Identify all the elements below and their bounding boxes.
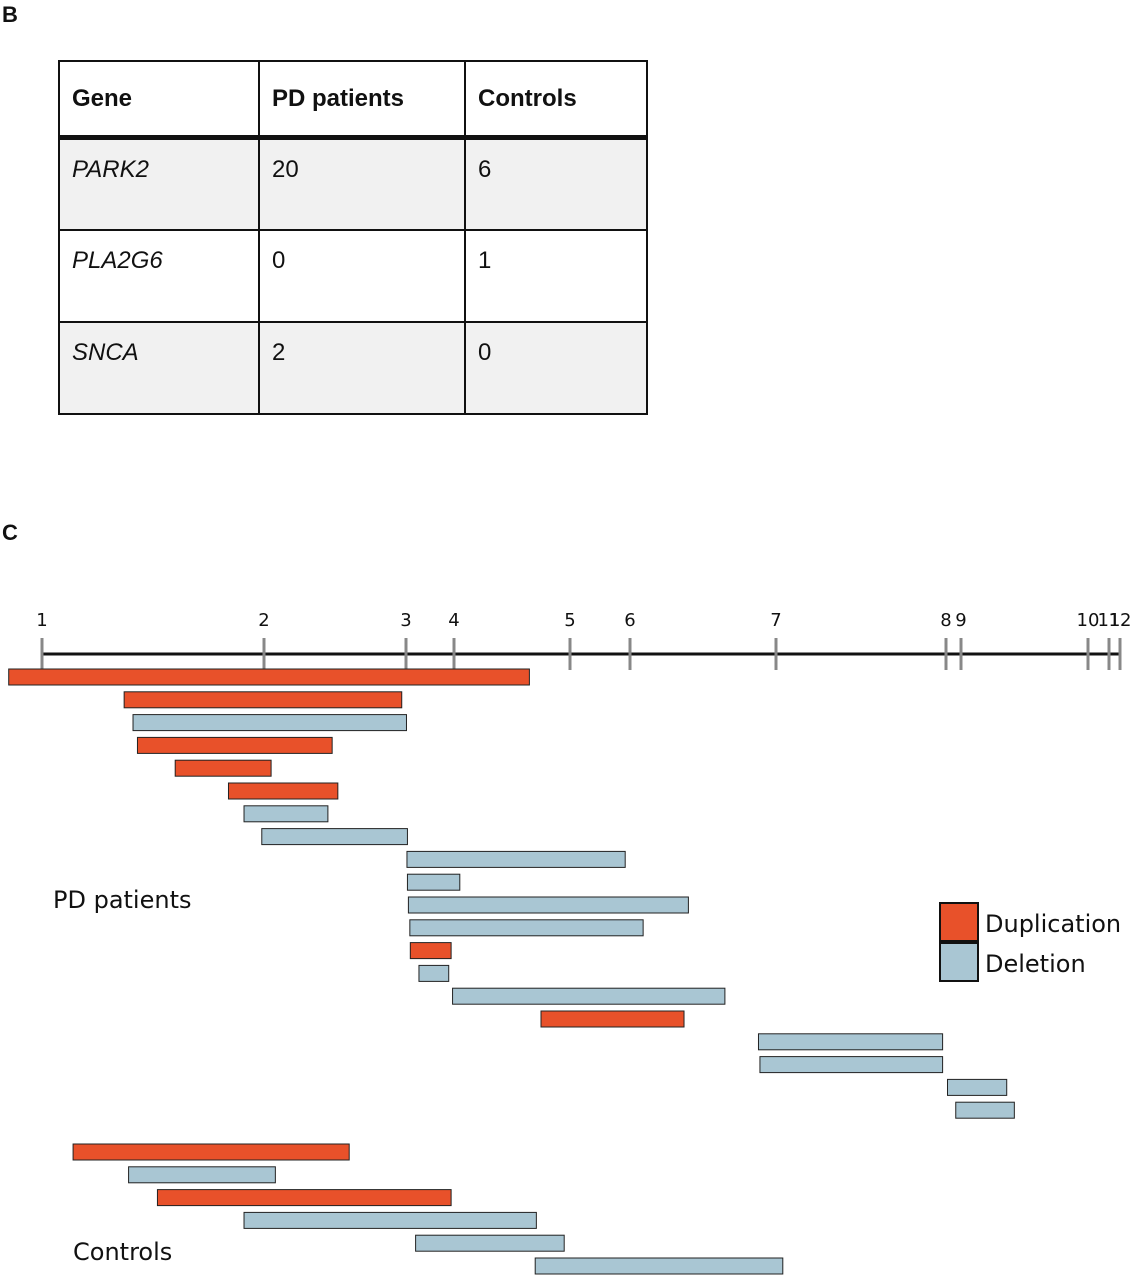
group-label-controls: Controls <box>73 1238 172 1266</box>
patient-duplication-bar <box>227 782 339 800</box>
control-deletion-bar <box>534 1257 784 1275</box>
header-controls: Controls <box>464 60 648 140</box>
control-deletion-bar <box>243 1211 537 1229</box>
patient-deletion-bar <box>406 850 626 868</box>
patient-duplication-bar <box>136 736 333 754</box>
legend-swatch-deletion <box>939 942 979 982</box>
legend-swatch-duplication <box>939 902 979 942</box>
control-deletion-bar <box>415 1234 565 1252</box>
patient-duplication-bar <box>174 759 272 777</box>
exon-tick-label: 9 <box>955 610 966 631</box>
pd-count-cell: 2 <box>258 320 466 415</box>
exon-tick-label: 4 <box>448 610 459 631</box>
control-duplication-bar <box>72 1143 350 1161</box>
patient-duplication-bar <box>8 668 530 686</box>
table-row: SNCA 2 0 <box>58 320 648 415</box>
pd-count-cell: 20 <box>258 136 466 231</box>
patient-deletion-bar <box>418 964 450 982</box>
patient-deletion-bar <box>407 896 689 914</box>
patient-deletion-bar <box>409 919 644 937</box>
group-label-pd-patients: PD patients <box>53 886 192 914</box>
exon-tick-label: 2 <box>258 610 269 631</box>
table-row: PARK2 20 6 <box>58 136 648 231</box>
exon-tick-label: 12 <box>1109 610 1132 631</box>
patient-deletion-bar <box>243 805 329 823</box>
controls-cnv-bars <box>72 1143 784 1275</box>
exon-tick-label: 8 <box>940 610 951 631</box>
gene-cell: PARK2 <box>58 136 260 231</box>
exon-tick-label: 11 <box>1098 610 1121 631</box>
patients-cnv-bars <box>8 668 1015 1119</box>
patient-deletion-bar <box>955 1101 1015 1119</box>
patient-duplication-bar <box>123 691 403 709</box>
table-header-row: Gene PD patients Controls <box>58 60 648 140</box>
patient-duplication-bar <box>540 1010 685 1028</box>
cnv-count-table: Gene PD patients Controls PARK2 20 6 PLA… <box>58 60 648 415</box>
gene-cell: PLA2G6 <box>58 228 260 323</box>
exon-tick-label: 6 <box>624 610 635 631</box>
legend-label-duplication: Duplication <box>985 910 1121 938</box>
exon-tick-label: 5 <box>564 610 575 631</box>
patient-deletion-bar <box>947 1078 1008 1096</box>
table-row: PLA2G6 0 1 <box>58 228 648 323</box>
header-gene: Gene <box>58 60 260 140</box>
exon-tick-label: 1 <box>36 610 47 631</box>
panel-label-c: C <box>2 520 18 545</box>
pd-count-cell: 0 <box>258 228 466 323</box>
controls-count-cell: 1 <box>464 228 648 323</box>
exon-tick-label: 10 <box>1077 610 1100 631</box>
patient-deletion-bar <box>261 828 408 846</box>
exon-tick-label: 7 <box>770 610 781 631</box>
panel-label-b: B <box>2 2 18 27</box>
patient-deletion-bar <box>757 1033 944 1051</box>
patient-deletion-bar <box>759 1056 944 1074</box>
header-pd-patients: PD patients <box>258 60 466 140</box>
exon-tick-label: 3 <box>400 610 411 631</box>
controls-count-cell: 6 <box>464 136 648 231</box>
patient-deletion-bar <box>132 714 407 732</box>
patient-deletion-bar <box>406 873 461 891</box>
controls-count-cell: 0 <box>464 320 648 415</box>
patient-deletion-bar <box>452 987 726 1005</box>
control-deletion-bar <box>128 1166 276 1184</box>
control-duplication-bar <box>156 1189 452 1207</box>
legend-label-deletion: Deletion <box>985 950 1086 978</box>
legend: Duplication Deletion <box>939 902 1121 982</box>
patient-duplication-bar <box>409 942 452 960</box>
gene-cell: SNCA <box>58 320 260 415</box>
